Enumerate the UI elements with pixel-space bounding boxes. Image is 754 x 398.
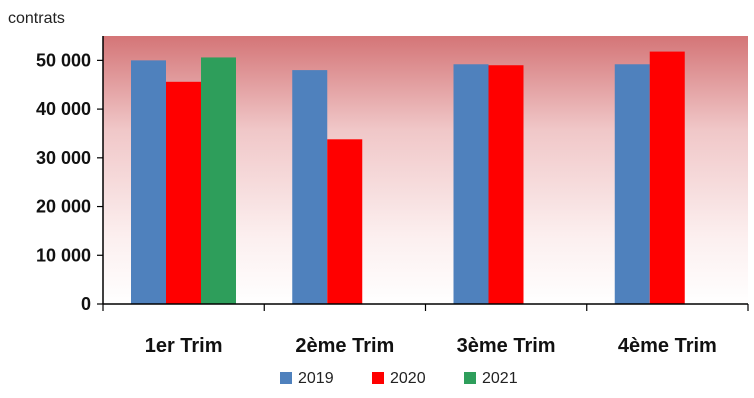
y-tick-label: 50 000 [36, 50, 91, 70]
bar-2019-1 [131, 60, 166, 305]
legend-label-2020: 2020 [390, 370, 426, 387]
legend-label-2019: 2019 [298, 370, 334, 387]
bar-2019-2 [292, 70, 328, 304]
legend-swatch-2020 [372, 372, 384, 384]
y-tick-label: 30 000 [36, 148, 91, 168]
bar-2020-3 [488, 65, 524, 305]
x-tick-label: 4ème Trim [618, 335, 717, 357]
legend: 2019 2020 2021 [280, 370, 518, 387]
bar-2019-3 [453, 64, 489, 305]
y-axis-unit-label: contrats [8, 10, 65, 27]
legend-label-2021: 2021 [482, 370, 518, 387]
x-tick-label: 1er Trim [145, 335, 223, 357]
x-tick-label: 3ème Trim [457, 335, 556, 357]
bar-2019-4 [614, 64, 650, 305]
y-tick-label: 40 000 [36, 99, 91, 119]
y-axis: 0 10 000 20 000 30 000 40 000 50 000 [36, 50, 103, 314]
bar-group [131, 51, 685, 305]
y-tick-label: 0 [81, 294, 91, 314]
x-axis: 1er Trim 2ème Trim 3ème Trim 4ème Trim [102, 304, 749, 357]
x-tick-label: 2ème Trim [295, 335, 394, 357]
bar-2021-1 [201, 57, 236, 304]
bar-2020-4 [649, 51, 685, 304]
y-tick-label: 10 000 [36, 245, 91, 265]
bar-2020-1 [166, 81, 201, 304]
bar-2020-2 [327, 139, 363, 304]
legend-swatch-2019 [280, 372, 292, 384]
legend-swatch-2021 [464, 372, 476, 384]
y-tick-label: 20 000 [36, 197, 91, 217]
